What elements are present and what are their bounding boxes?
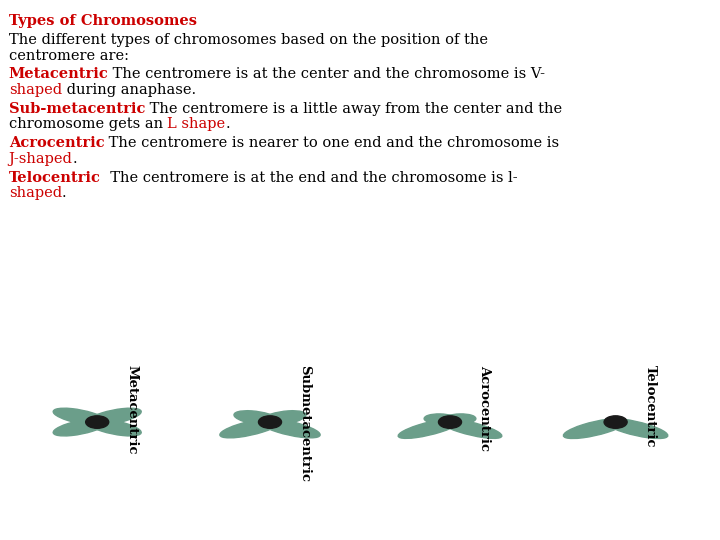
Ellipse shape: [259, 418, 320, 438]
Ellipse shape: [261, 411, 306, 425]
Text: Metacentric: Metacentric: [9, 68, 109, 82]
Ellipse shape: [398, 418, 461, 438]
Text: The centromere is nearer to one end and the chromosome is: The centromere is nearer to one end and …: [104, 136, 559, 150]
Text: Telocentric: Telocentric: [9, 171, 101, 185]
Ellipse shape: [86, 416, 109, 428]
Ellipse shape: [53, 408, 107, 426]
Ellipse shape: [87, 408, 141, 426]
Text: centromere are:: centromere are:: [9, 49, 129, 63]
Ellipse shape: [258, 416, 282, 428]
Text: The centromere is at the end and the chromosome is l-: The centromere is at the end and the chr…: [101, 171, 517, 185]
Text: .: .: [73, 152, 77, 166]
Ellipse shape: [234, 411, 279, 425]
Text: L shape: L shape: [167, 117, 225, 131]
Ellipse shape: [563, 418, 627, 438]
Ellipse shape: [53, 419, 107, 436]
Ellipse shape: [604, 418, 668, 438]
Text: during anaphase.: during anaphase.: [62, 83, 196, 97]
Ellipse shape: [424, 414, 458, 424]
Text: The different types of chromosomes based on the position of the: The different types of chromosomes based…: [9, 33, 487, 47]
Text: The centromere is a little away from the center and the: The centromere is a little away from the…: [145, 102, 562, 116]
Ellipse shape: [87, 419, 141, 436]
Text: chromosome gets an: chromosome gets an: [9, 117, 167, 131]
Text: Metacentric: Metacentric: [125, 366, 138, 455]
Ellipse shape: [439, 418, 502, 438]
Text: Acrocentric: Acrocentric: [478, 366, 491, 451]
Ellipse shape: [438, 416, 462, 428]
Text: .: .: [62, 186, 66, 200]
Text: shaped: shaped: [9, 83, 62, 97]
Text: Acrocentric: Acrocentric: [9, 136, 104, 150]
Text: Types of Chromosomes: Types of Chromosomes: [9, 14, 197, 28]
Ellipse shape: [442, 414, 476, 424]
Text: Telocentric: Telocentric: [644, 366, 657, 448]
Text: The centromere is at the center and the chromosome is V-: The centromere is at the center and the …: [109, 68, 545, 82]
Text: Sub-metacentric: Sub-metacentric: [9, 102, 145, 116]
Ellipse shape: [220, 418, 281, 438]
Ellipse shape: [604, 416, 627, 428]
Text: J-shaped: J-shaped: [9, 152, 73, 166]
Text: shaped: shaped: [9, 186, 62, 200]
Text: .: .: [225, 117, 230, 131]
Text: Submetacentric: Submetacentric: [298, 366, 311, 482]
